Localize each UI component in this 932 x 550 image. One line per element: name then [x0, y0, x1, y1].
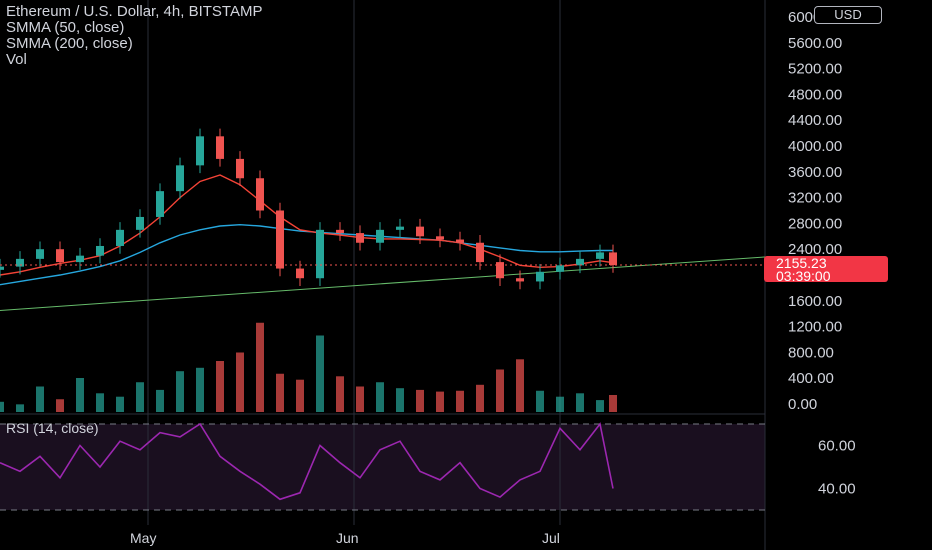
price-tick-label: 5200.00: [788, 61, 842, 78]
volume-bar: [416, 390, 424, 412]
smma200-line: [0, 225, 613, 285]
candle-body: [96, 246, 104, 256]
candle-body: [436, 236, 444, 239]
candle-body: [609, 252, 617, 265]
candle-body: [276, 211, 284, 269]
volume-bar: [556, 397, 564, 412]
volume-bar: [276, 374, 284, 412]
currency-button[interactable]: USD: [814, 6, 882, 24]
volume-bar: [356, 387, 364, 413]
volume-bar: [196, 368, 204, 412]
price-tick-label: 2800.00: [788, 215, 842, 232]
chart-legend: Ethereum / U.S. Dollar, 4h, BITSTAMP SMM…: [6, 4, 262, 68]
volume-bar: [256, 323, 264, 412]
legend-smma200[interactable]: SMMA (200, close): [6, 36, 262, 52]
volume-bar: [216, 361, 224, 412]
volume-bar: [96, 393, 104, 412]
price-tick-label: 4400.00: [788, 112, 842, 129]
price-tick-label: 0.00: [788, 396, 817, 413]
volume-bar: [396, 388, 404, 412]
rsi-band-fill: [0, 424, 765, 510]
candle-body: [376, 230, 384, 243]
volume-bar: [76, 378, 84, 412]
volume-bar: [116, 397, 124, 412]
price-tick-label: 3600.00: [788, 164, 842, 181]
candle-body: [256, 178, 264, 210]
price-tick-label: 1200.00: [788, 319, 842, 336]
legend-smma50[interactable]: SMMA (50, close): [6, 20, 262, 36]
volume-bar: [176, 371, 184, 412]
volume-bar: [376, 382, 384, 412]
volume-bar: [456, 391, 464, 412]
legend-title[interactable]: Ethereum / U.S. Dollar, 4h, BITSTAMP: [6, 4, 262, 20]
price-tick-label: 5600.00: [788, 35, 842, 52]
candle-body: [316, 230, 324, 278]
volume-bar: [496, 370, 504, 413]
volume-bar: [156, 390, 164, 412]
volume-bar: [436, 392, 444, 412]
candle-body: [156, 191, 164, 217]
candle-body: [0, 267, 4, 270]
candle-body: [416, 227, 424, 237]
volume-bar: [56, 399, 64, 412]
bar-countdown: 03:39:00: [764, 270, 888, 283]
volume-bar: [136, 382, 144, 412]
volume-bar: [316, 336, 324, 413]
candle-body: [236, 159, 244, 178]
volume-bar: [536, 391, 544, 412]
volume-bar: [0, 402, 4, 412]
candle-body: [36, 249, 44, 259]
price-tick-label: 3200.00: [788, 190, 842, 207]
candle-body: [576, 259, 584, 265]
candle-body: [456, 240, 464, 243]
candle-body: [556, 265, 564, 271]
volume-bar: [36, 387, 44, 413]
candle-body: [396, 227, 404, 230]
time-axis-label: May: [130, 530, 156, 546]
price-tick-label: 400.00: [788, 370, 834, 387]
candle-body: [176, 165, 184, 191]
candle-body: [596, 252, 604, 258]
candle-body: [516, 278, 524, 281]
volume-bar: [476, 385, 484, 412]
candle-body: [136, 217, 144, 230]
price-tick-label: 4000.00: [788, 138, 842, 155]
candle-body: [116, 230, 124, 246]
price-tick-label: 800.00: [788, 344, 834, 361]
candle-body: [356, 233, 364, 243]
volume-bar: [516, 359, 524, 412]
rsi-tick-label: 60.00: [818, 438, 856, 455]
candle-body: [336, 230, 344, 233]
time-axis-label: Jul: [542, 530, 560, 546]
volume-bar: [609, 395, 617, 412]
volume-bar: [16, 404, 24, 412]
time-axis-label: Jun: [336, 530, 359, 546]
candle-body: [476, 243, 484, 262]
candle-body: [536, 272, 544, 282]
volume-bar: [596, 400, 604, 412]
legend-vol[interactable]: Vol: [6, 52, 262, 68]
smma50-line: [0, 175, 613, 275]
last-price-tag: 2155.23 03:39:00: [764, 256, 888, 282]
rsi-legend[interactable]: RSI (14, close): [6, 420, 99, 436]
candle-body: [196, 136, 204, 165]
candle-body: [56, 249, 64, 262]
rsi-tick-label: 40.00: [818, 481, 856, 498]
price-tick-label: 4800.00: [788, 86, 842, 103]
candle-body: [296, 269, 304, 279]
volume-bar: [576, 393, 584, 412]
price-tick-label: 1600.00: [788, 293, 842, 310]
volume-bar: [336, 376, 344, 412]
volume-bar: [236, 353, 244, 413]
candle-body: [76, 256, 84, 262]
volume-bar: [296, 380, 304, 412]
candle-body: [216, 136, 224, 159]
